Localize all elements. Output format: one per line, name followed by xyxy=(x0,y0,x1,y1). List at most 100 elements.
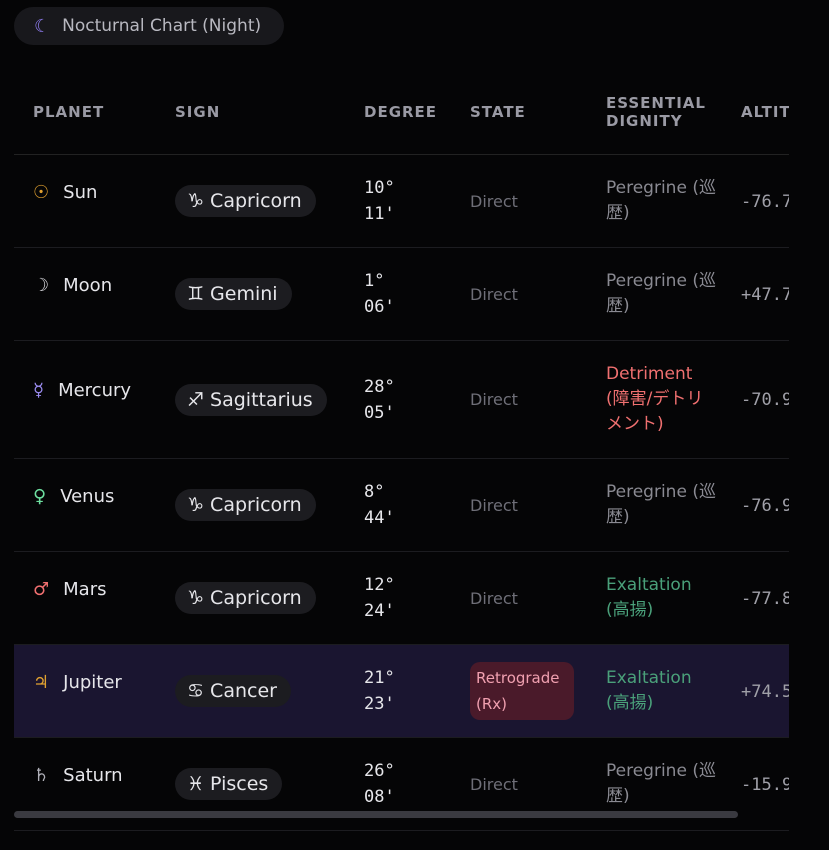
degree-cell: 10° 11' xyxy=(363,154,469,248)
degree: 8° 44' xyxy=(364,482,395,528)
degree: 12° 24' xyxy=(364,575,395,621)
planet: ♄ Saturn xyxy=(33,765,173,786)
planet-name: Jupiter xyxy=(63,671,122,693)
dignity: Detriment (障害/デトリメント) xyxy=(606,364,704,434)
sign-name: Gemini xyxy=(210,283,278,305)
sign-chip: ♋ Cancer xyxy=(175,675,291,707)
dignity-cell: Peregrine (巡歴) xyxy=(605,154,740,248)
dignity: Peregrine (巡歴) xyxy=(606,482,716,527)
dignity-cell: Exaltation (高揚) xyxy=(605,644,740,738)
sign-cell: ♋ Cancer xyxy=(174,644,363,738)
planet-table: PLANET SIGN DEGREE STATE ESSENTIAL DIGNITY AL… xyxy=(14,70,789,831)
moon-icon: ☾ xyxy=(34,15,51,37)
sign-icon: ♋ xyxy=(187,680,205,702)
altitude: -77.8 xyxy=(741,588,789,609)
planet-glyph: ♃ xyxy=(33,671,50,693)
degree-cell: 12° 24' xyxy=(363,551,469,645)
altitude-cell: +47.7 xyxy=(740,247,789,341)
planet-row[interactable]: ♂ Mars ♑ Capricorn 12° 24' Direct Exaltation (… xyxy=(14,551,789,645)
state: Direct xyxy=(470,390,518,409)
dignity-cell: Peregrine (巡歴) xyxy=(605,458,740,552)
planet-cell: ♂ Mars xyxy=(14,551,174,645)
state: Direct xyxy=(470,588,518,608)
dignity-cell: Exaltation (高揚) xyxy=(605,551,740,645)
dignity: Exaltation (高揚) xyxy=(606,668,692,713)
state-cell: Retrograde (Rx) xyxy=(469,644,605,738)
planet-cell: ☿ Mercury xyxy=(14,340,174,459)
state-cell: Direct xyxy=(469,154,605,248)
column-header: DEGREE xyxy=(363,70,469,155)
state-cell: Direct xyxy=(469,458,605,552)
state-cell: Direct xyxy=(469,551,605,645)
sign-cell: ♊ Gemini xyxy=(174,247,363,341)
degree: 1° 06' xyxy=(364,271,395,317)
planet-glyph: ♂ xyxy=(33,578,50,600)
state-cell: Direct xyxy=(469,247,605,341)
planet-glyph: ♀ xyxy=(33,485,47,507)
sign-name: Cancer xyxy=(210,680,277,702)
sign-icon: ♑ xyxy=(187,494,205,516)
degree: 10° 11' xyxy=(364,178,395,224)
planet-cell: ☽ Moon xyxy=(14,247,174,341)
altitude: +47.7 xyxy=(741,284,789,305)
planet-name: Mars xyxy=(63,578,107,600)
altitude-cell: -15.9 xyxy=(740,737,789,831)
altitude: +74.5 xyxy=(741,681,789,702)
altitude-cell: -77.8 xyxy=(740,551,789,645)
sign-name: Capricorn xyxy=(210,587,302,609)
chart-mode-badge[interactable]: ☾ Nocturnal Chart (Night) xyxy=(14,7,284,45)
state-cell: Direct xyxy=(469,340,605,459)
planet-name: Saturn xyxy=(63,764,123,786)
state: Direct xyxy=(470,495,518,515)
sign-cell: ♑ Capricorn xyxy=(174,458,363,552)
scrollbar[interactable] xyxy=(14,811,738,818)
planet-row[interactable]: ☽ Moon ♊ Gemini 1° 06' Direct Peregrine (巡歴) +4… xyxy=(14,247,789,341)
sign-chip: ♐ Sagittarius xyxy=(175,383,327,416)
dignity: Peregrine (巡歴) xyxy=(606,178,716,223)
degree: 21° 23' xyxy=(364,668,395,714)
planet-row[interactable]: ♀ Venus ♑ Capricorn 8° 44' Direct Peregrine (巡… xyxy=(14,458,789,552)
column-header: ESSENTIAL DIGNITY xyxy=(605,70,740,155)
sign-chip: ♑ Capricorn xyxy=(175,582,316,614)
sign-name: Pisces xyxy=(210,773,269,795)
altitude: -15.9 xyxy=(741,774,789,795)
dignity: Exaltation (高揚) xyxy=(606,575,692,620)
planet: ♂ Mars xyxy=(33,579,173,600)
planet: ♀ Venus xyxy=(33,486,173,507)
sign-name: Sagittarius xyxy=(210,388,313,411)
sign-icon: ♑ xyxy=(187,587,205,609)
planet-row[interactable]: ☉ Sun ♑ Capricorn 10° 11' Direct Peregrine (巡歴… xyxy=(14,154,789,248)
degree: 28° 05' xyxy=(364,376,395,423)
planet-glyph: ☿ xyxy=(33,380,45,401)
sign-icon: ♐ xyxy=(187,388,205,411)
planet-cell: ♀ Venus xyxy=(14,458,174,552)
sign-cell: ♐ Sagittarius xyxy=(174,340,363,459)
planet-glyph: ♄ xyxy=(33,764,50,786)
sign-icon: ♊ xyxy=(187,283,205,305)
planet: ☉ Sun xyxy=(33,182,173,203)
sign-name: Capricorn xyxy=(210,494,302,516)
altitude-cell: -70.9 xyxy=(740,340,789,459)
planet-row[interactable]: ♃ Jupiter ♋ Cancer 21° 23' Retrograde (Rx) Exa… xyxy=(14,644,789,738)
table-scroll[interactable]: PLANET SIGN DEGREE STATE ESSENTIAL DIGNITY AL… xyxy=(14,70,789,831)
sign-icon: ♑ xyxy=(187,190,205,212)
state: Direct xyxy=(470,774,518,794)
altitude: -76.7 xyxy=(741,191,789,212)
sign-icon: ♓ xyxy=(187,773,205,795)
planet-row[interactable]: ☿ Mercury ♐ Sagittarius 28° 05' Direct Detrime… xyxy=(14,340,789,459)
sign-chip: ♑ Capricorn xyxy=(175,185,316,217)
planet-name: Venus xyxy=(60,485,115,507)
planet-name: Moon xyxy=(63,274,113,296)
degree-cell: 1° 06' xyxy=(363,247,469,341)
planet-name: Mercury xyxy=(58,380,132,401)
column-header: SIGN xyxy=(174,70,363,155)
planet-name: Sun xyxy=(63,181,98,203)
planet-cell: ☉ Sun xyxy=(14,154,174,248)
planet-cell: ♃ Jupiter xyxy=(14,644,174,738)
degree-cell: 21° 23' xyxy=(363,644,469,738)
state: Direct xyxy=(470,191,518,211)
sign-cell: ♑ Capricorn xyxy=(174,551,363,645)
degree: 26° 08' xyxy=(364,761,395,807)
altitude: -76.9 xyxy=(741,495,789,516)
